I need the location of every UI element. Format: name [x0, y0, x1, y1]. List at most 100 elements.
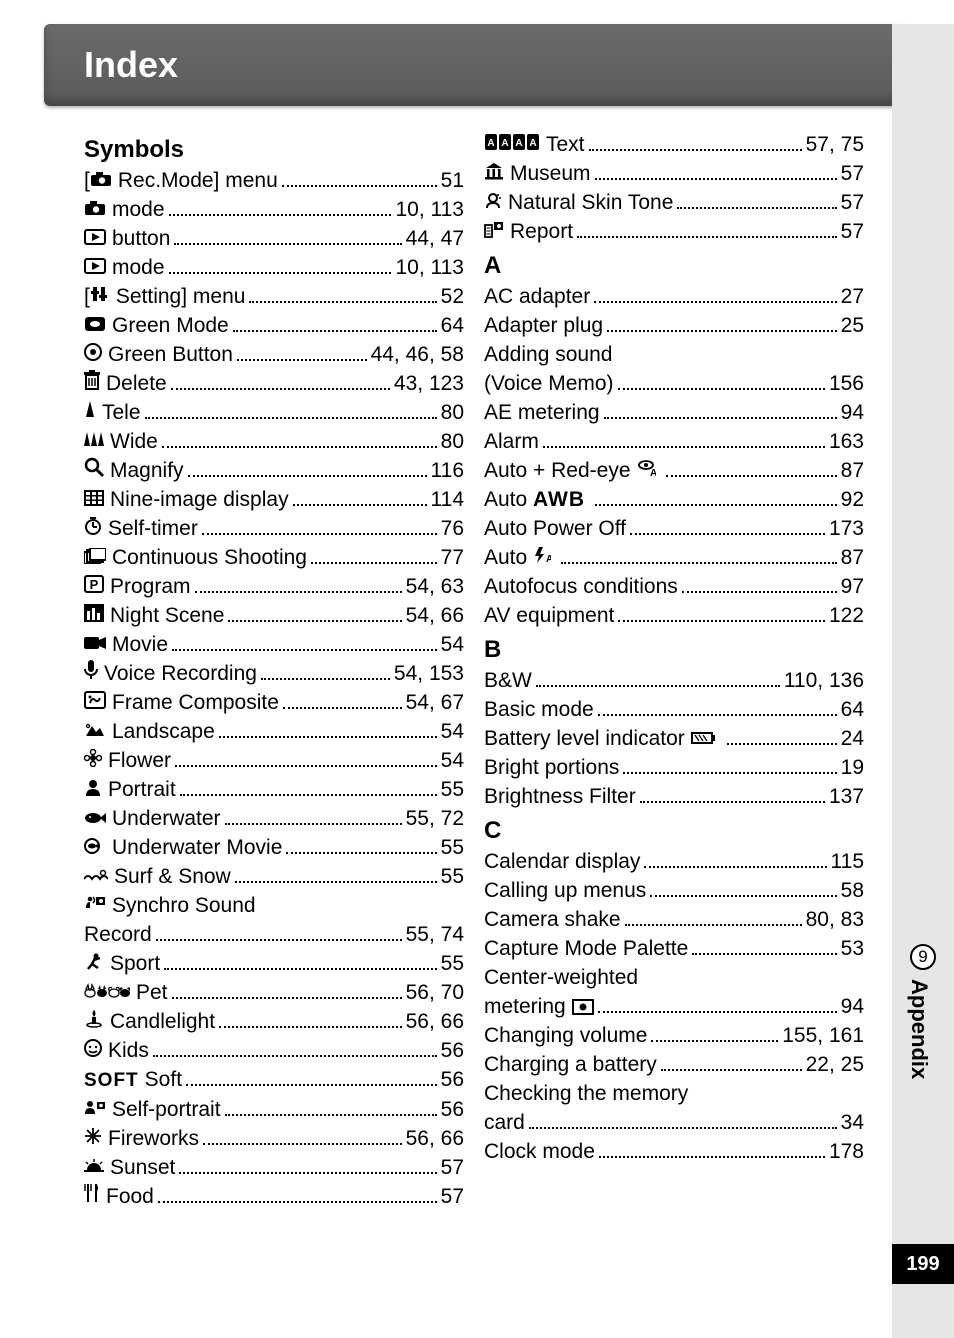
entry-label: Synchro Sound	[112, 891, 256, 920]
leader-dots	[661, 1069, 802, 1071]
timer-icon	[84, 517, 102, 535]
leader-dots	[543, 446, 825, 448]
pets-icon	[84, 983, 130, 999]
entry-pages: 56	[441, 1036, 464, 1065]
entry-pages: 80, 83	[806, 905, 864, 934]
index-entry: Autofocus conditions 97	[484, 572, 864, 601]
entry-pages: 57	[441, 1153, 464, 1182]
section-head-symbols: Symbols	[84, 136, 464, 164]
wide-icon	[84, 430, 104, 448]
kids-icon	[84, 1039, 102, 1057]
index-entry: Changing volume 155, 161	[484, 1021, 864, 1050]
leader-dots	[202, 533, 437, 535]
entry-label: Alarm	[484, 427, 539, 456]
left-column: Symbols [ Rec.Mode] menu 51 mode 10, 113…	[84, 130, 464, 1211]
entry-label: Movie	[112, 630, 168, 659]
index-entry: Museum 57	[484, 159, 864, 188]
leader-dots	[598, 714, 837, 716]
entry-pages: 54	[441, 746, 464, 775]
index-entry: Alarm 163	[484, 427, 864, 456]
index-entry: Center-weighted	[484, 963, 864, 992]
index-entry: P Program 54, 63	[84, 572, 464, 601]
right-column: AAAA Text 57, 75 Museum 57 Natural Skin …	[484, 130, 864, 1211]
index-entry: [ Rec.Mode] menu 51	[84, 166, 464, 195]
index-entry: Pet 56, 70	[84, 978, 464, 1007]
entry-pages: 156	[829, 369, 864, 398]
entry-pages: 51	[441, 166, 464, 195]
leader-dots	[237, 359, 367, 361]
leader-dots	[169, 214, 392, 216]
leader-dots	[311, 562, 437, 564]
leader-dots	[175, 765, 437, 767]
leader-dots	[219, 1026, 402, 1028]
leader-dots	[650, 895, 836, 897]
leader-dots	[607, 330, 837, 332]
index-entry: Kids 56	[84, 1036, 464, 1065]
candle-icon	[84, 1008, 104, 1028]
index-entry: Tele 80	[84, 398, 464, 427]
leader-dots	[203, 1143, 402, 1145]
center-icon	[572, 995, 594, 1018]
index-entry: Wide 80	[84, 427, 464, 456]
entry-label: Auto AWB	[484, 485, 591, 514]
entry-label: mode	[112, 253, 165, 282]
entry-label: Adding sound	[484, 340, 612, 369]
leader-dots	[283, 707, 402, 709]
entry-label: metering	[484, 992, 594, 1021]
entry-pages: 44, 47	[406, 224, 464, 253]
entry-pages: 55	[441, 833, 464, 862]
fish-icon	[84, 811, 106, 825]
leader-dots	[172, 997, 402, 999]
entry-label: Self-portrait	[112, 1095, 221, 1124]
portrait-icon	[84, 778, 102, 796]
entry-pages: 64	[841, 695, 864, 724]
entry-label: AC adapter	[484, 282, 590, 311]
svg-text:P: P	[90, 577, 99, 592]
index-entry: AE metering 94	[484, 398, 864, 427]
entry-label: Battery level indicator	[484, 724, 723, 753]
entry-label: Self-timer	[108, 514, 198, 543]
entry-pages: 57	[841, 217, 864, 246]
leader-dots	[172, 649, 437, 651]
entry-label: Candlelight	[110, 1007, 215, 1036]
entry-pages: 92	[841, 485, 864, 514]
entry-pages: 76	[441, 514, 464, 543]
index-entry: Sunset 57	[84, 1153, 464, 1182]
entry-label: (Voice Memo)	[484, 369, 614, 398]
entry-label: Bright portions	[484, 753, 619, 782]
entry-label: Soft	[145, 1065, 182, 1094]
entry-pages: 25	[841, 311, 864, 340]
entry-pages: 55	[441, 775, 464, 804]
index-entry: Auto Power Off 173	[484, 514, 864, 543]
entry-pages: 57, 75	[806, 130, 864, 159]
redeye-icon: A	[636, 459, 656, 477]
entry-label: Food	[106, 1182, 154, 1211]
entry-pages: 34	[841, 1108, 864, 1137]
leader-dots	[171, 388, 390, 390]
landscape-icon	[84, 722, 106, 738]
leader-dots	[618, 620, 825, 622]
leader-dots	[595, 178, 837, 180]
index-entry: Synchro Sound	[84, 891, 464, 920]
index-entry: Night Scene 54, 66	[84, 601, 464, 630]
entry-label: Clock mode	[484, 1137, 595, 1166]
leader-dots	[599, 1156, 825, 1158]
entry-label: Natural Skin Tone	[508, 188, 673, 217]
index-entry: Bright portions 19	[484, 753, 864, 782]
entry-label: Autofocus conditions	[484, 572, 678, 601]
index-entry: Portrait 55	[84, 775, 464, 804]
index-entry: Surf & Snow 55	[84, 862, 464, 891]
leader-dots	[682, 591, 837, 593]
tele-icon	[84, 399, 96, 419]
entry-pages: 43, 123	[394, 369, 464, 398]
index-columns: Symbols [ Rec.Mode] menu 51 mode 10, 113…	[0, 106, 954, 1211]
frame-icon	[84, 691, 106, 709]
index-entry: Basic mode 64	[484, 695, 864, 724]
index-entry: Auto AWB 92	[484, 485, 864, 514]
entry-label: Tele	[102, 398, 141, 427]
index-entry: Delete 43, 123	[84, 369, 464, 398]
entry-label: Setting] menu	[116, 282, 246, 311]
synchro-icon	[84, 894, 106, 912]
entry-pages: 64	[441, 311, 464, 340]
index-entry: [ Setting] menu 52	[84, 282, 464, 311]
